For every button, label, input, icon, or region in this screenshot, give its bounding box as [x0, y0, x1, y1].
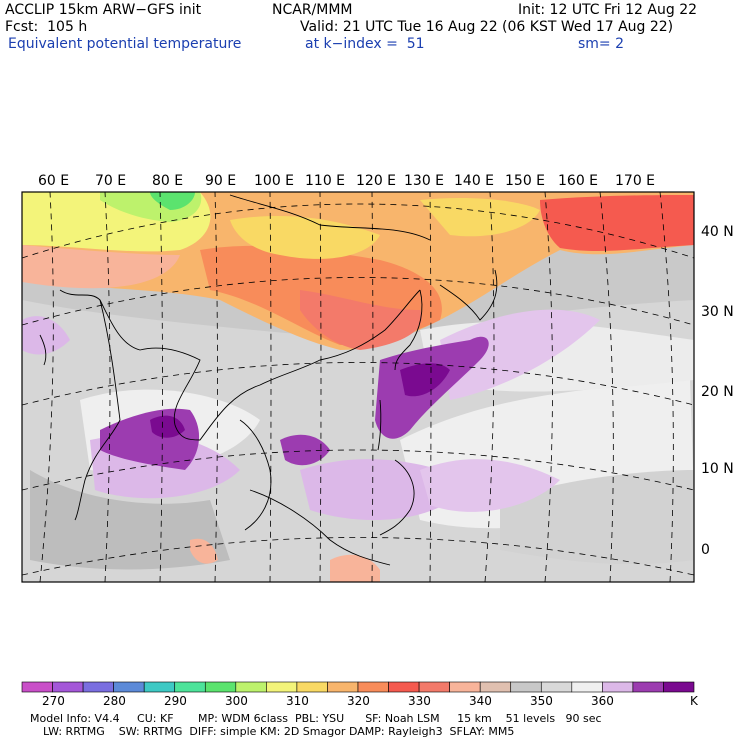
colorbar-swatch [540, 681, 573, 693]
colorbar-tick-label: 320 [347, 694, 370, 708]
colorbar-tick-label: 280 [103, 694, 126, 708]
colorbar-tick-label: 310 [286, 694, 309, 708]
colorbar-swatch [204, 681, 237, 693]
lat-label: 30 N [701, 304, 734, 320]
colorbar-swatch [235, 681, 267, 693]
colorbar-swatch [174, 681, 206, 693]
colorbar-swatch [602, 681, 634, 693]
map-frame [21, 191, 695, 583]
lon-label: 110 E [305, 173, 345, 189]
colorbar-tick-label: 270 [42, 694, 65, 708]
model-info-line-1: Model Info: V4.4 CU: KF MP: WDM 6class P… [30, 712, 602, 725]
colorbar-tick-label: 290 [164, 694, 187, 708]
colorbar-swatch [449, 681, 481, 693]
colorbar-swatch [21, 681, 53, 693]
graticule [22, 192, 694, 582]
colorbar-swatch [357, 681, 389, 693]
lon-label: 70 E [95, 173, 126, 189]
field-name: Equivalent potential temperature [8, 36, 242, 52]
colorbar-unit: K [690, 694, 699, 708]
colorbar-swatch [418, 681, 450, 693]
colorbar-swatch [113, 681, 145, 693]
lat-label: 40 N [701, 224, 734, 240]
colorbar-swatch [296, 681, 328, 693]
init-time: Init: 12 UTC Fri 12 Aug 22 [518, 2, 698, 18]
lon-label: 160 E [558, 173, 598, 189]
lon-label: 150 E [505, 173, 545, 189]
colorbar-swatch [479, 681, 512, 693]
lon-label: 100 E [254, 173, 294, 189]
colorbar-tick-label: 330 [408, 694, 431, 708]
latitude-labels: 40 N 30 N 20 N 10 N 0 [701, 224, 734, 558]
lon-label: 80 E [152, 173, 183, 189]
colorbar-tick-label: 300 [225, 694, 248, 708]
colorbar-swatch [510, 681, 542, 693]
lat-label: 10 N [701, 461, 734, 477]
org-label: NCAR/MMM [272, 2, 353, 18]
lon-label: 140 E [454, 173, 494, 189]
colorbar-swatch [143, 681, 176, 693]
colorbar [21, 681, 695, 693]
colorbar-swatch [266, 681, 298, 693]
model-info-line-2: LW: RRTMG SW: RRTMG DIFF: simple KM: 2D … [43, 725, 515, 738]
lon-label: 60 E [38, 173, 69, 189]
lon-label: 170 E [615, 173, 655, 189]
lon-label: 120 E [356, 173, 396, 189]
valid-time: Valid: 21 UTC Tue 16 Aug 22 (06 KST Wed … [300, 19, 674, 35]
field-shading [22, 192, 694, 582]
colorbar-swatch [52, 681, 84, 693]
lon-label: 90 E [205, 173, 236, 189]
colorbar-swatch [388, 681, 420, 693]
colorbar-labels: 270 280 290 300 310 320 330 340 350 360 … [42, 694, 699, 708]
colorbar-swatch [663, 681, 695, 693]
colorbar-swatch [632, 681, 664, 693]
lat-label: 20 N [701, 384, 734, 400]
level-label: at k−index = 51 [305, 36, 425, 52]
colorbar-swatch [327, 681, 359, 693]
colorbar-tick-label: 360 [591, 694, 614, 708]
forecast-hour: Fcst: 105 h [5, 19, 88, 35]
lat-label: 0 [701, 542, 710, 558]
lon-label: 130 E [404, 173, 444, 189]
smoothing-label: sm= 2 [578, 36, 625, 52]
colorbar-swatch [82, 681, 114, 693]
longitude-labels: 60 E 70 E 80 E 90 E 100 E 110 E 120 E 13… [38, 173, 655, 189]
colorbar-tick-label: 350 [530, 694, 553, 708]
colorbar-tick-label: 340 [469, 694, 492, 708]
model-title: ACCLIP 15km ARW−GFS init [5, 2, 202, 18]
colorbar-swatch [571, 681, 603, 693]
